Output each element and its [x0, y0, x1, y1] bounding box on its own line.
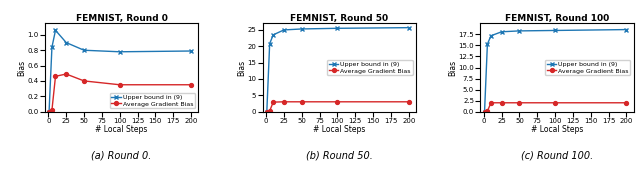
- Legend: Upper bound in (9), Average Gradient Bias: Upper bound in (9), Average Gradient Bia…: [109, 93, 195, 109]
- Average Gradient Bias: [62, 73, 70, 75]
- Average Gradient Bias: [80, 80, 88, 82]
- Upper bound in (9): [298, 28, 305, 30]
- Average Gradient Bias: [266, 110, 273, 112]
- Upper bound in (9): [62, 42, 70, 44]
- Y-axis label: Bias: Bias: [17, 59, 26, 76]
- Line: Average Gradient Bias: Average Gradient Bias: [47, 72, 193, 114]
- Line: Average Gradient Bias: Average Gradient Bias: [265, 100, 411, 114]
- Upper bound in (9): [405, 27, 413, 29]
- Upper bound in (9): [498, 31, 506, 33]
- Line: Upper bound in (9): Upper bound in (9): [482, 27, 629, 114]
- Average Gradient Bias: [551, 102, 559, 104]
- Average Gradient Bias: [333, 101, 341, 103]
- Upper bound in (9): [551, 29, 559, 31]
- Legend: Upper bound in (9), Average Gradient Bias: Upper bound in (9), Average Gradient Bia…: [327, 60, 413, 75]
- Upper bound in (9): [280, 29, 288, 31]
- Upper bound in (9): [48, 46, 56, 48]
- Upper bound in (9): [333, 27, 341, 29]
- Average Gradient Bias: [263, 111, 271, 113]
- Title: FEMNIST, Round 100: FEMNIST, Round 100: [505, 14, 609, 23]
- Average Gradient Bias: [405, 101, 413, 103]
- Title: FEMNIST, Round 50: FEMNIST, Round 50: [290, 14, 388, 23]
- Text: (a) Round 0.: (a) Round 0.: [92, 150, 152, 160]
- Text: (b) Round 50.: (b) Round 50.: [306, 150, 372, 160]
- X-axis label: # Local Steps: # Local Steps: [95, 125, 148, 134]
- Upper bound in (9): [481, 111, 488, 113]
- Average Gradient Bias: [298, 101, 305, 103]
- Upper bound in (9): [45, 111, 53, 113]
- Upper bound in (9): [269, 34, 277, 36]
- Y-axis label: Bias: Bias: [448, 59, 457, 76]
- Text: (c) Round 100.: (c) Round 100.: [521, 150, 593, 160]
- Upper bound in (9): [187, 50, 195, 52]
- Line: Average Gradient Bias: Average Gradient Bias: [483, 101, 628, 114]
- Y-axis label: Bias: Bias: [237, 59, 246, 76]
- Upper bound in (9): [516, 30, 524, 32]
- Average Gradient Bias: [516, 102, 524, 104]
- Line: Upper bound in (9): Upper bound in (9): [47, 28, 193, 114]
- Legend: Upper bound in (9), Average Gradient Bias: Upper bound in (9), Average Gradient Bia…: [545, 60, 630, 75]
- Average Gradient Bias: [269, 101, 277, 103]
- Average Gradient Bias: [48, 109, 56, 111]
- Upper bound in (9): [116, 51, 124, 53]
- Average Gradient Bias: [45, 111, 53, 113]
- Average Gradient Bias: [280, 101, 288, 103]
- Average Gradient Bias: [187, 84, 195, 86]
- Average Gradient Bias: [116, 84, 124, 86]
- Title: FEMNIST, Round 0: FEMNIST, Round 0: [76, 14, 168, 23]
- Upper bound in (9): [266, 43, 273, 45]
- Upper bound in (9): [80, 49, 88, 51]
- X-axis label: # Local Steps: # Local Steps: [531, 125, 583, 134]
- Upper bound in (9): [623, 28, 630, 31]
- Line: Upper bound in (9): Upper bound in (9): [264, 25, 411, 114]
- Upper bound in (9): [487, 35, 495, 37]
- Average Gradient Bias: [623, 102, 630, 104]
- Upper bound in (9): [484, 43, 492, 45]
- Average Gradient Bias: [484, 110, 492, 112]
- Average Gradient Bias: [481, 111, 488, 113]
- Upper bound in (9): [52, 29, 60, 31]
- Average Gradient Bias: [498, 102, 506, 104]
- Average Gradient Bias: [487, 102, 495, 104]
- Average Gradient Bias: [52, 75, 60, 77]
- Upper bound in (9): [263, 111, 271, 113]
- X-axis label: # Local Steps: # Local Steps: [313, 125, 365, 134]
